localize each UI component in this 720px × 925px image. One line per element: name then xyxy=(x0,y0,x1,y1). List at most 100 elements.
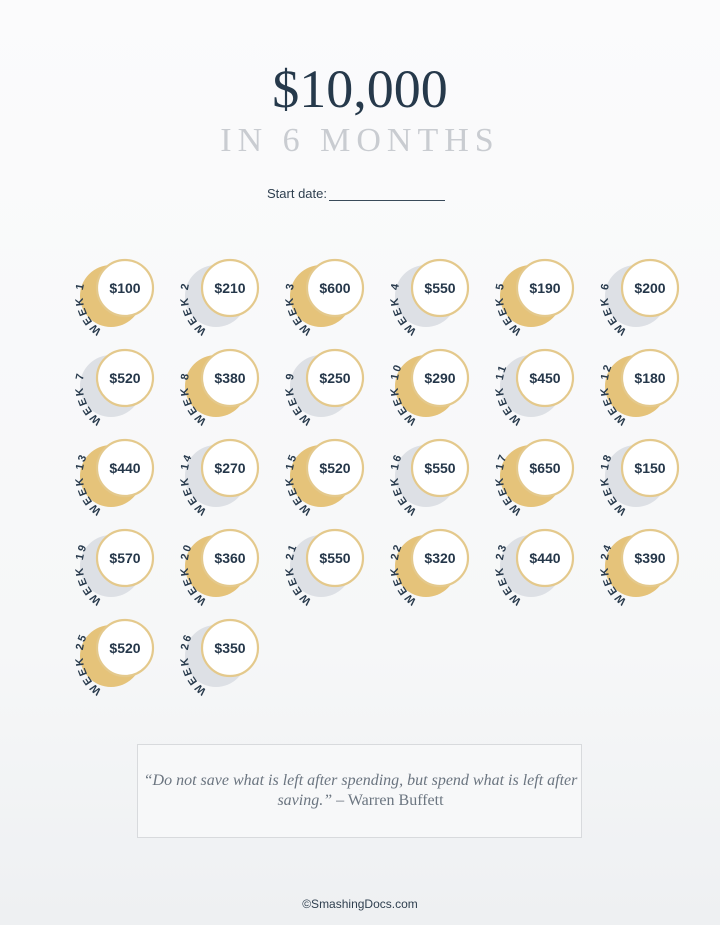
week-amount: $210 xyxy=(214,280,246,296)
week-tracker[interactable]: WEEK 15 $520 xyxy=(260,423,370,517)
amount-circle xyxy=(410,528,470,588)
amount-circle xyxy=(95,528,155,588)
week-amount: $570 xyxy=(109,550,141,566)
week-tracker[interactable]: WEEK 18 $150 xyxy=(575,423,685,517)
week-amount: $550 xyxy=(424,460,456,476)
week-amount: $650 xyxy=(529,460,561,476)
week-moon-graphic: WEEK 21 xyxy=(284,528,365,607)
amount-circle xyxy=(410,438,470,498)
week-amount: $250 xyxy=(319,370,351,386)
week-moon-graphic: WEEK 24 xyxy=(599,528,680,607)
week-amount: $180 xyxy=(634,370,666,386)
quote-author: – Warren Buffett xyxy=(332,792,444,809)
amount-circle xyxy=(515,438,575,498)
week-amount: $270 xyxy=(214,460,246,476)
week-grid: WEEK 1 $100 WEEK 2 $210 WEEK 3 $600 WEEK 4 $550… xyxy=(50,243,685,697)
week-amount: $350 xyxy=(214,640,246,656)
amount-circle xyxy=(620,348,680,408)
week-moon-graphic: WEEK 8 xyxy=(179,348,260,427)
week-amount: $360 xyxy=(214,550,246,566)
week-moon-graphic: WEEK 5 xyxy=(494,258,575,337)
week-moon-graphic: WEEK 9 xyxy=(284,348,365,427)
week-tracker[interactable]: WEEK 14 $270 xyxy=(155,423,265,517)
week-amount: $380 xyxy=(214,370,246,386)
week-amount: $520 xyxy=(109,640,141,656)
week-moon-graphic: WEEK 6 xyxy=(599,258,680,337)
week-moon-graphic: WEEK 18 xyxy=(599,438,680,517)
amount-circle xyxy=(620,528,680,588)
week-moon-graphic: WEEK 23 xyxy=(494,528,575,607)
amount-circle xyxy=(200,528,260,588)
amount-circle xyxy=(95,348,155,408)
amount-circle xyxy=(95,258,155,318)
week-tracker[interactable]: WEEK 3 $600 xyxy=(260,243,370,337)
week-tracker[interactable]: WEEK 26 $350 xyxy=(155,603,265,697)
week-tracker[interactable]: WEEK 12 $180 xyxy=(575,333,685,427)
amount-circle xyxy=(620,438,680,498)
week-moon-graphic: WEEK 14 xyxy=(179,438,260,517)
quote: “Do not save what is left after spending… xyxy=(138,771,583,811)
amount-circle xyxy=(620,258,680,318)
week-amount: $150 xyxy=(634,460,666,476)
amount-circle xyxy=(410,258,470,318)
week-moon-graphic: WEEK 15 xyxy=(284,438,365,517)
week-tracker[interactable]: WEEK 21 $550 xyxy=(260,513,370,607)
week-tracker[interactable]: WEEK 10 $290 xyxy=(365,333,475,427)
week-amount: $320 xyxy=(424,550,456,566)
week-tracker[interactable]: WEEK 11 $450 xyxy=(470,333,580,427)
week-moon-graphic: WEEK 22 xyxy=(389,528,470,607)
week-tracker[interactable]: WEEK 4 $550 xyxy=(365,243,475,337)
week-amount: $190 xyxy=(529,280,561,296)
week-moon-graphic: WEEK 7 xyxy=(74,348,155,427)
week-amount: $290 xyxy=(424,370,456,386)
week-moon-graphic: WEEK 12 xyxy=(599,348,680,427)
week-tracker[interactable]: WEEK 5 $190 xyxy=(470,243,580,337)
week-tracker[interactable]: WEEK 1 $100 xyxy=(50,243,160,337)
week-tracker[interactable]: WEEK 9 $250 xyxy=(260,333,370,427)
week-tracker[interactable]: WEEK 13 $440 xyxy=(50,423,160,517)
week-tracker[interactable]: WEEK 22 $320 xyxy=(365,513,475,607)
week-amount: $520 xyxy=(319,460,351,476)
amount-circle xyxy=(200,438,260,498)
week-tracker[interactable]: WEEK 23 $440 xyxy=(470,513,580,607)
week-tracker[interactable]: WEEK 17 $650 xyxy=(470,423,580,517)
week-moon-graphic: WEEK 25 xyxy=(74,618,155,697)
week-tracker[interactable]: WEEK 2 $210 xyxy=(155,243,265,337)
page-title: $10,000 xyxy=(272,59,448,119)
week-moon-graphic: WEEK 20 xyxy=(179,528,260,607)
week-tracker[interactable]: WEEK 6 $200 xyxy=(575,243,685,337)
amount-circle xyxy=(305,528,365,588)
week-moon-graphic: WEEK 13 xyxy=(74,438,155,517)
week-moon-graphic: WEEK 10 xyxy=(389,348,470,427)
week-tracker[interactable]: WEEK 20 $360 xyxy=(155,513,265,607)
footer-credit: ©SmashingDocs.com xyxy=(302,897,418,911)
amount-circle xyxy=(200,618,260,678)
week-tracker[interactable]: WEEK 16 $550 xyxy=(365,423,475,517)
amount-circle xyxy=(305,258,365,318)
amount-circle xyxy=(515,528,575,588)
start-date-line[interactable] xyxy=(328,188,445,201)
week-amount: $450 xyxy=(529,370,561,386)
week-amount: $550 xyxy=(319,550,351,566)
week-tracker[interactable]: WEEK 25 $520 xyxy=(50,603,160,697)
amount-circle xyxy=(95,618,155,678)
week-moon-graphic: WEEK 16 xyxy=(389,438,470,517)
week-tracker[interactable]: WEEK 19 $570 xyxy=(50,513,160,607)
amount-circle xyxy=(515,348,575,408)
week-tracker[interactable]: WEEK 8 $380 xyxy=(155,333,265,427)
week-moon-graphic: WEEK 3 xyxy=(284,258,365,337)
quote-box: “Do not save what is left after spending… xyxy=(137,744,582,838)
amount-circle xyxy=(515,258,575,318)
amount-circle xyxy=(410,348,470,408)
week-tracker[interactable]: WEEK 7 $520 xyxy=(50,333,160,427)
week-tracker[interactable]: WEEK 24 $390 xyxy=(575,513,685,607)
week-amount: $390 xyxy=(634,550,666,566)
week-moon-graphic: WEEK 26 xyxy=(179,618,260,697)
week-moon-graphic: WEEK 1 xyxy=(74,258,155,337)
week-amount: $520 xyxy=(109,370,141,386)
start-date-label: Start date: xyxy=(267,186,327,201)
week-amount: $440 xyxy=(529,550,561,566)
week-moon-graphic: WEEK 2 xyxy=(179,258,260,337)
start-date-field[interactable]: Start date: xyxy=(267,186,445,201)
week-moon-graphic: WEEK 19 xyxy=(74,528,155,607)
